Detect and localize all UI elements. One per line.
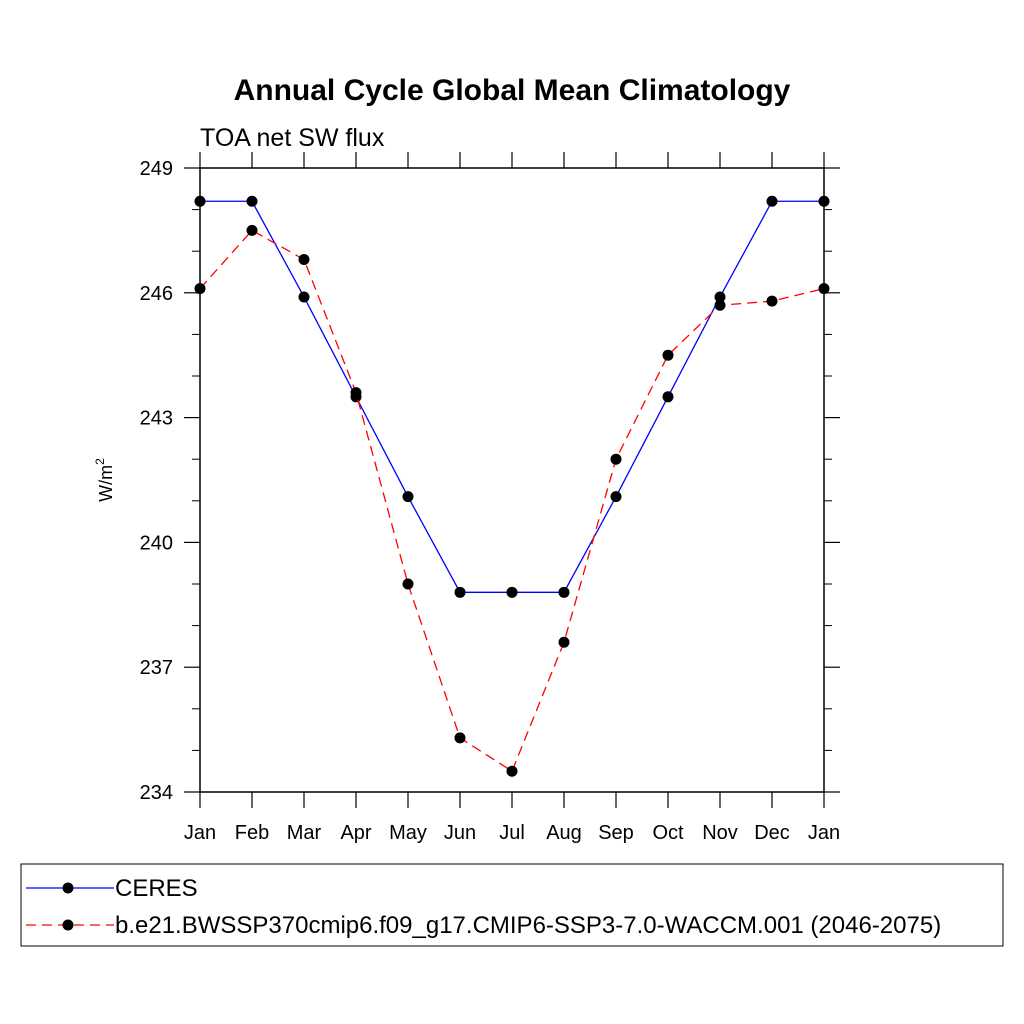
y-axis-label: W/m2 [93, 458, 116, 502]
data-point [454, 732, 466, 744]
legend: CERES b.e21.BWSSP370cmip6.f09_g17.CMIP6-S… [20, 863, 1004, 947]
data-point [194, 283, 206, 295]
legend-label: b.e21.BWSSP370cmip6.f09_g17.CMIP6-SSP3-7… [115, 912, 941, 939]
x-tick-label: Dec [754, 822, 790, 844]
x-tick-label: Jul [499, 822, 525, 844]
x-tick-labels: Jan Feb Mar Apr May Jun Jul Aug Sep Oct Nov Dec Jan [184, 822, 840, 844]
y-tick-label: 234 [140, 782, 173, 804]
y-tick-label: 249 [140, 158, 173, 180]
data-point [246, 195, 258, 207]
legend-label: CERES [115, 875, 198, 902]
y-axis-label-text: W/m [96, 465, 116, 502]
x-tick-label: Jan [184, 822, 216, 844]
x-tick-label: May [389, 822, 427, 844]
y-tick-labels: 234 237 240 243 246 249 [140, 158, 173, 804]
svg-text:W/m2: W/m2 [93, 458, 116, 502]
data-point [662, 349, 674, 361]
data-point [298, 291, 310, 303]
data-point [818, 283, 830, 295]
data-point [402, 578, 414, 590]
y-tick-label: 243 [140, 408, 173, 430]
data-point [766, 195, 778, 207]
legend-marker [62, 882, 74, 894]
data-point [454, 586, 466, 598]
data-point [506, 765, 518, 777]
x-tick-label: Apr [340, 822, 371, 844]
x-tick-label: Feb [235, 822, 269, 844]
data-point [818, 195, 830, 207]
y-tick-label: 237 [140, 657, 173, 679]
data-point [714, 291, 726, 303]
x-tick-label: Oct [652, 822, 684, 844]
x-tick-label: Jun [444, 822, 476, 844]
legend-item-1: CERES [26, 875, 198, 902]
legend-box [20, 863, 1004, 947]
x-tick-label: Mar [287, 822, 322, 844]
chart-subtitle: TOA net SW flux [200, 124, 385, 152]
series-1 [194, 195, 830, 598]
data-point [610, 491, 622, 503]
series-layer [194, 195, 830, 777]
x-tick-label: Nov [702, 822, 738, 844]
y-tick-label: 246 [140, 283, 173, 305]
data-point [558, 586, 570, 598]
x-tick-label: Sep [598, 822, 634, 844]
data-point [714, 299, 726, 311]
data-point [298, 254, 310, 266]
data-point [506, 586, 518, 598]
series-line [200, 200, 824, 593]
plot-frame [199, 167, 825, 793]
axis-ticks [184, 152, 840, 808]
data-point [402, 491, 414, 503]
data-point [610, 453, 622, 465]
legend-item-2: b.e21.BWSSP370cmip6.f09_g17.CMIP6-SSP3-7… [26, 912, 941, 939]
data-point [246, 224, 258, 236]
legend-marker [62, 919, 74, 931]
series-line [199, 229, 825, 773]
data-point [662, 391, 674, 403]
data-point [350, 387, 362, 399]
legend-items: CERES b.e21.BWSSP370cmip6.f09_g17.CMIP6-S… [26, 875, 941, 939]
data-point [766, 295, 778, 307]
x-tick-label: Aug [546, 822, 582, 844]
series-2 [194, 224, 830, 777]
y-tick-label: 240 [140, 532, 173, 554]
data-point [194, 195, 206, 207]
y-axis-label-superscript: 2 [93, 458, 107, 465]
chart-title: Annual Cycle Global Mean Climatology [234, 74, 791, 107]
data-point [558, 636, 570, 648]
x-tick-label: Jan [808, 822, 840, 844]
